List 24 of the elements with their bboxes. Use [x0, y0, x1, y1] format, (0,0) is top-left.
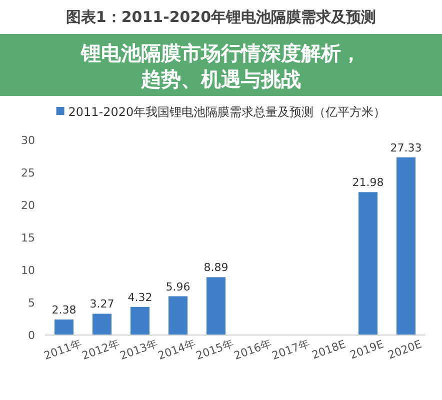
bar — [54, 320, 74, 335]
legend-label: 2011-2020年我国锂电池隔膜需求总量及预测（亿平方米） — [68, 105, 386, 119]
y-tick-label: 25 — [21, 166, 35, 180]
y-tick-label: 15 — [21, 232, 35, 244]
y-tick-label: 20 — [21, 199, 35, 212]
bar — [130, 306, 150, 335]
bar — [206, 277, 226, 335]
bar — [396, 157, 416, 335]
data-label: 3.27 — [90, 298, 114, 311]
y-tick-label: 30 — [21, 134, 35, 147]
y-tick-label: 5 — [28, 296, 35, 310]
data-label: 5.96 — [166, 280, 190, 294]
chart-title: 图表1：2011-2020年锂电池隔膜需求及预测 — [66, 8, 376, 26]
y-tick-label: 10 — [21, 264, 35, 277]
chart-subtitle: 锂电池隔膜市场行情深度解析，趋势、机遇与挑战 — [80, 41, 361, 91]
data-label: 21.98 — [352, 176, 384, 190]
data-label: 4.32 — [128, 290, 152, 304]
bar — [168, 296, 188, 335]
data-label: 8.89 — [204, 261, 228, 274]
data-label: 2.38 — [52, 304, 76, 317]
y-tick-label: 0 — [28, 329, 35, 342]
bar — [358, 192, 378, 335]
bar — [92, 314, 112, 335]
data-label: 27.33 — [390, 141, 422, 154]
